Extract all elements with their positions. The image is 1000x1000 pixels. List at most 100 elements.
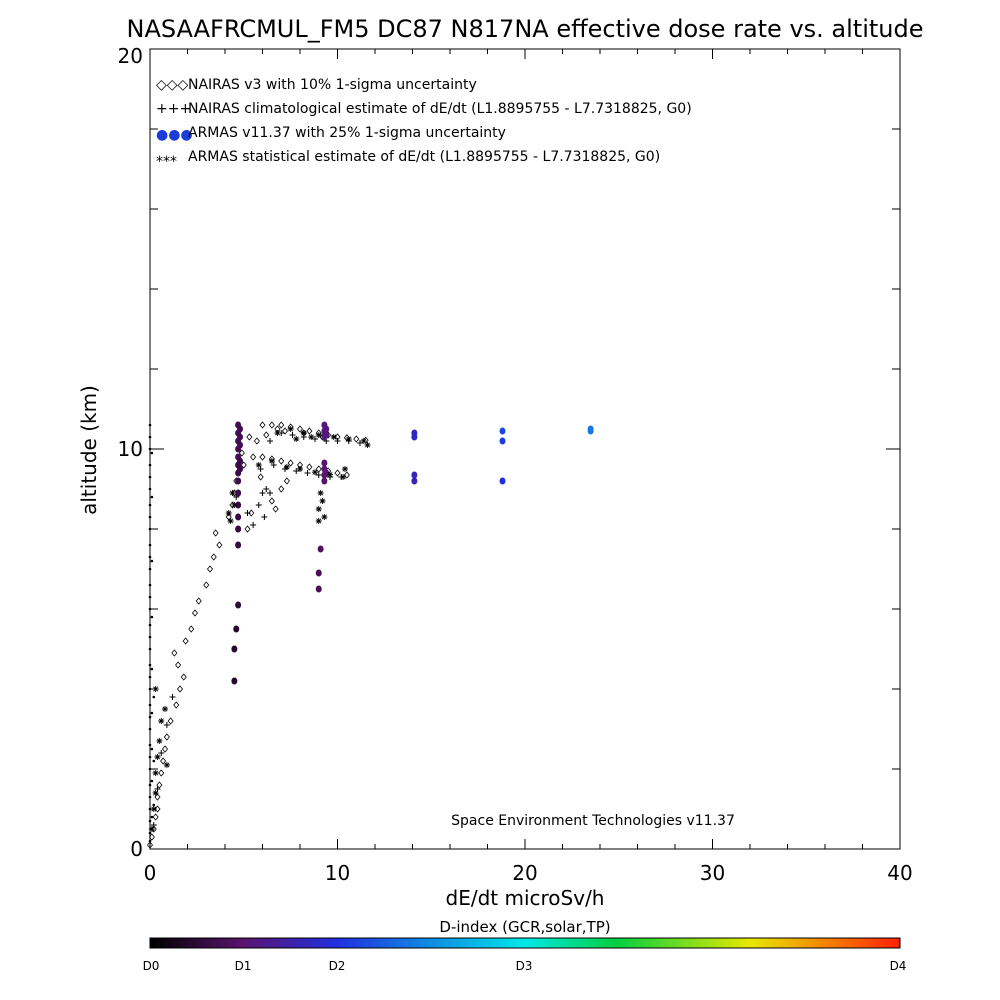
armas-point [411,471,418,479]
nairas-v3-point [238,449,245,457]
nairas-v3-point [296,425,304,433]
armas-point [231,677,238,685]
nairas-v3-point [195,597,202,605]
ground-point [148,527,152,531]
nairas-v3-point [161,745,169,753]
colorbar: D-index (GCR,solar,TP) D0 D1 D2 D3 D4 [143,918,907,973]
nairas-v3-point [334,469,341,477]
armas-statistical-point [225,510,232,516]
ground-point [148,543,152,547]
ground-point [152,759,156,763]
nairas-v3-point [182,637,189,645]
ground-point [148,755,152,759]
colorbar-gradient [149,937,901,949]
nairas-v3-point [278,421,285,429]
x-tick-label: 10 [325,861,350,885]
y-tick-labels: 0 10 20 [118,44,143,861]
nairas-v3-point [188,625,195,633]
y-axis-label: altitude (km) [77,385,101,515]
nairas-v3-point [278,485,285,493]
armas-point [231,645,238,653]
armas-statistical-point [148,826,155,832]
nairas-v3-point [246,433,253,441]
armas-statistical-point [283,464,290,470]
axis-ticks [149,48,901,850]
ground-point [148,475,152,479]
armas-point [237,457,243,465]
armas-statistical-point [231,502,238,508]
nairas-v3-point [206,565,214,573]
armas-point [321,477,328,485]
armas-statistical-point [154,754,161,760]
armas-statistical-point [330,434,337,440]
nairas-v3-point [257,473,264,481]
ground-point [148,795,152,799]
ground-point [148,767,152,771]
ground-point [148,703,152,707]
armas-statistical-point [327,471,333,478]
nairas-v3-point [253,437,260,445]
nairas-v3-point [148,833,155,841]
legend-text: ARMAS statistical estimate of dE/dt (L1.… [188,149,660,165]
plot-frame [149,48,901,850]
nairas-climatological-point [334,438,341,444]
armas-point [235,541,242,549]
ground-point [148,807,152,811]
ground-point [148,595,152,599]
nairas-v3-point [272,505,279,513]
ground-point [150,615,154,619]
legend-symbol: +++ [156,101,191,117]
armas-statistical-point [315,432,322,438]
ground-point [148,675,152,679]
legend-symbol: ●●● [156,127,193,143]
armas-statistical-point [227,518,234,524]
nairas-climatological-point [263,486,270,492]
armas-statistical-point [312,469,318,476]
armas-statistical-point [315,518,322,524]
nairas-v3-point [306,463,313,471]
nairas-v3-point [152,813,159,821]
nairas-v3-point [244,525,251,533]
armas-point [323,431,330,439]
x-tick-labels: 0 10 20 30 40 [144,861,913,885]
nairas-v3-point [154,805,161,813]
nairas-climatological-point [158,750,165,756]
armas-point [235,525,242,533]
armas-statistical-point [308,434,315,440]
nairas-v3-point [158,769,165,777]
ground-point [152,803,156,807]
ground-point [148,743,152,747]
armas-point [235,477,242,485]
nairas-v3-point [160,757,167,765]
armas-point [235,513,242,521]
nairas-v3-point [146,841,154,849]
nairas-v3-point [176,685,184,693]
armas-statistical-point [229,490,236,496]
armas-statistical-point [297,466,303,472]
armas-statistical-point [315,506,322,512]
ground-point [148,447,152,451]
ground-point [150,559,154,563]
credit-text: Space Environment Technologies v11.37 [451,813,735,829]
nairas-climatological-point [267,438,273,444]
armas-statistical-point [158,718,165,724]
nairas-v3-point [216,541,223,549]
armas-point [237,465,243,473]
nairas-v3-point [173,701,180,709]
ground-point [148,487,152,491]
x-axis-label: dE/dt microSv/h [446,886,605,910]
armas-statistical-point [152,770,159,776]
ground-point [148,687,152,691]
ground-point [150,779,154,783]
nairas-climatological-point [259,490,266,496]
armas-statistical-point [287,426,294,432]
ground-point [148,607,152,611]
nairas-climatological-point [267,490,273,496]
x-tick-label: 40 [887,861,912,885]
ground-point [150,711,154,715]
ground-point [150,747,154,751]
armas-point [237,441,243,449]
nairas-climatological-point [250,522,257,528]
armas-statistical-point [268,458,275,464]
nairas-v3-point [259,453,266,461]
